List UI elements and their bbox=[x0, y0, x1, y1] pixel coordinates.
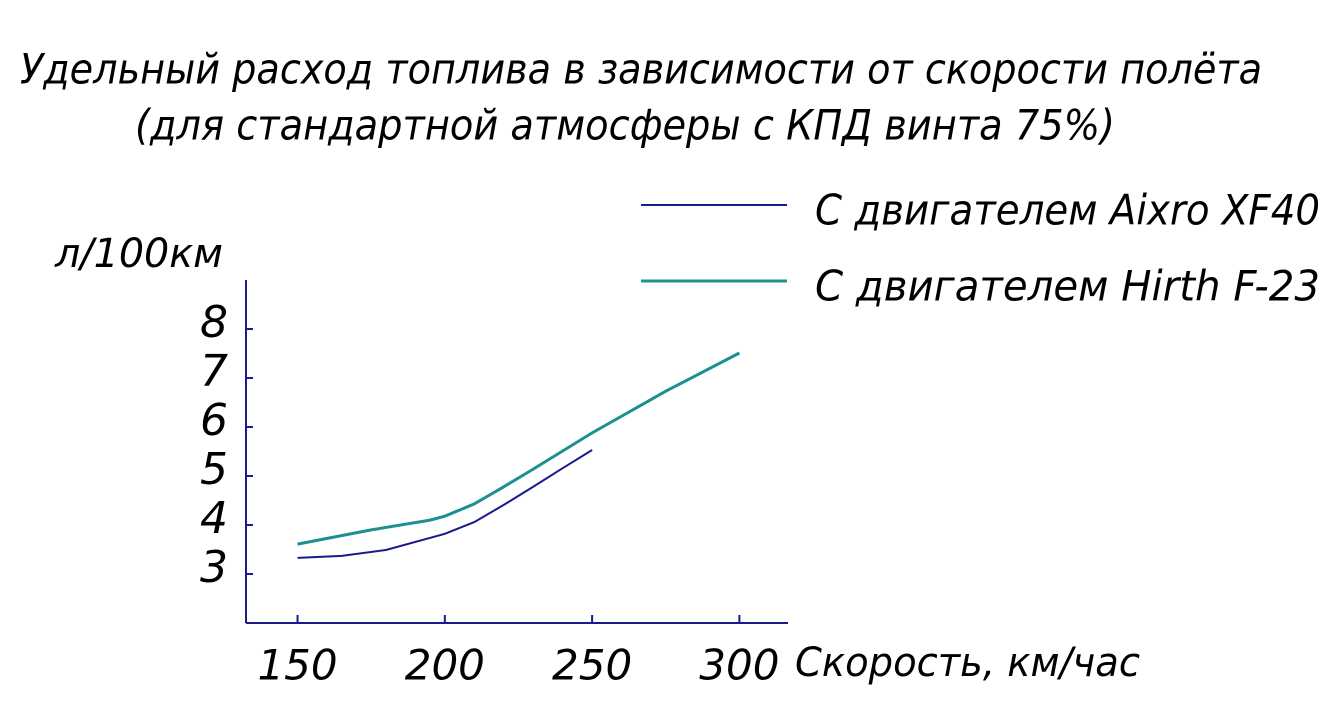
chart-subtitle: (для стандартной атмосферы с КПД винта 7… bbox=[135, 101, 1115, 150]
x-axis-label: Скорость, км/час bbox=[795, 640, 1140, 686]
chart-title: Удельный расход топлива в зависимости от… bbox=[20, 45, 1262, 94]
legend-label: С двигателем Hirth F-23 bbox=[815, 262, 1320, 311]
y-tick-label: 4 bbox=[200, 493, 228, 544]
x-tick-label: 200 bbox=[405, 641, 485, 690]
x-tick-label: 250 bbox=[552, 641, 632, 690]
y-tick-label: 8 bbox=[200, 297, 228, 348]
line bbox=[297, 449, 593, 559]
line bbox=[297, 351, 741, 546]
y-tick-label: 3 bbox=[200, 542, 228, 593]
y-tick-label: 5 bbox=[200, 444, 228, 495]
x-tick-label: 150 bbox=[257, 641, 337, 690]
y-axis-label: л/100км bbox=[54, 231, 223, 277]
legend-label: С двигателем Aixro XF40 bbox=[815, 186, 1320, 235]
y-tick-label: 7 bbox=[200, 346, 228, 397]
y-tick-label: 6 bbox=[200, 395, 228, 446]
x-tick-label: 300 bbox=[699, 641, 779, 690]
